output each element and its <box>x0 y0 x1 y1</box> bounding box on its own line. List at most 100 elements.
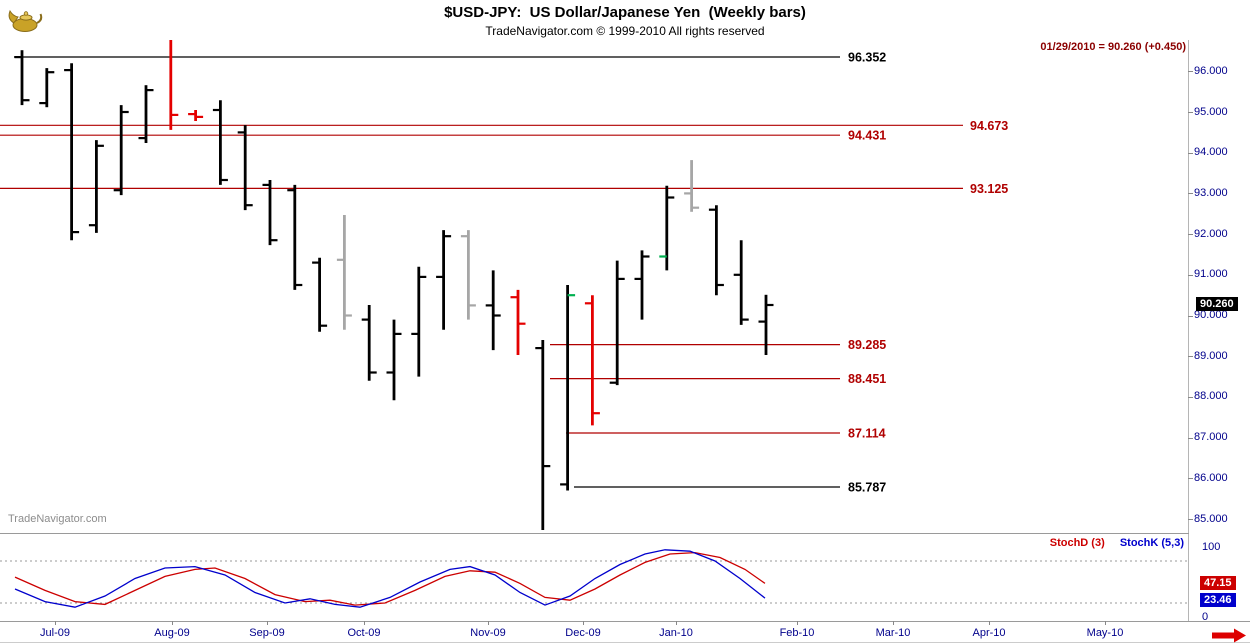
time-axis-label-Sep-09: Sep-09 <box>249 627 285 639</box>
price-bar <box>584 295 600 426</box>
price-axis-label: 88.000 <box>1194 390 1228 402</box>
price-axis-label: 94.000 <box>1194 146 1228 158</box>
price-axis-label: 91.000 <box>1194 268 1228 280</box>
price-bar <box>485 270 501 351</box>
price-bar <box>560 285 576 491</box>
stochastic-indicator-panel[interactable] <box>0 535 1188 621</box>
price-bar <box>634 250 650 320</box>
current-price-badge: 90.260 <box>1196 297 1238 311</box>
price-bar <box>535 340 551 530</box>
price-axis-label: 95.000 <box>1194 106 1228 118</box>
price-bar <box>88 140 104 233</box>
price-axis-tick <box>1188 193 1193 194</box>
price-axis-tick <box>1188 478 1193 479</box>
price-bar <box>659 185 675 271</box>
level-label-94.431: 94.431 <box>848 129 886 143</box>
price-axis-label: 90.000 <box>1194 309 1228 321</box>
time-axis-label-Feb-10: Feb-10 <box>779 627 815 639</box>
time-axis-tick <box>267 621 268 625</box>
price-bar <box>39 68 55 108</box>
price-bar <box>212 100 228 185</box>
price-axis-label: 89.000 <box>1194 350 1228 362</box>
price-bar <box>386 319 402 401</box>
scroll-right-arrow[interactable] <box>1212 628 1248 643</box>
time-axis-label-Aug-09: Aug-09 <box>154 627 190 639</box>
stochk-value-badge: 23.46 <box>1200 593 1236 607</box>
price-bar <box>64 63 80 241</box>
last-quote-readout: 01/29/2010 = 90.260 (+0.450) <box>1040 41 1186 53</box>
price-axis-tick <box>1188 153 1193 154</box>
price-bar <box>336 215 352 330</box>
time-axis-tick <box>488 621 489 625</box>
stoch-scale-bottom-label: 0 <box>1202 611 1209 623</box>
indicator-timeaxis-separator <box>0 621 1250 622</box>
stoch-line-stochk <box>14 549 766 608</box>
price-bar <box>188 110 204 121</box>
price-bar <box>436 230 452 330</box>
time-axis-label-Jan-10: Jan-10 <box>659 627 693 639</box>
time-axis-tick <box>989 621 990 625</box>
trade-navigator-logo <box>8 9 43 32</box>
price-bar <box>609 260 625 386</box>
time-axis-tick <box>797 621 798 625</box>
price-axis-tick <box>1188 71 1193 72</box>
time-axis-tick <box>583 621 584 625</box>
price-axis-label: 87.000 <box>1194 431 1228 443</box>
level-label-89.285: 89.285 <box>848 338 886 352</box>
price-bar <box>138 85 154 143</box>
price-bar <box>113 105 129 196</box>
level-label-94.673: 94.673 <box>970 119 1008 133</box>
time-axis-label-Apr-10: Apr-10 <box>972 627 1006 639</box>
price-axis-label: 93.000 <box>1194 187 1228 199</box>
price-axis-label: 92.000 <box>1194 228 1228 240</box>
time-axis-tick <box>676 621 677 625</box>
chart-subtitle: TradeNavigator.com © 1999-2010 All right… <box>485 24 765 38</box>
price-bar <box>169 40 179 130</box>
time-axis-label-Jul-09: Jul-09 <box>40 627 70 639</box>
time-axis-tick <box>364 621 365 625</box>
level-label-96.352: 96.352 <box>848 51 886 65</box>
stochd-legend-label: StochD (3) <box>1049 537 1105 549</box>
price-axis-label: 96.000 <box>1194 65 1228 77</box>
time-axis-tick <box>172 621 173 625</box>
level-label-93.125: 93.125 <box>970 182 1008 196</box>
price-axis-separator <box>1188 40 1189 622</box>
stochd-value-badge: 47.15 <box>1200 576 1236 590</box>
price-axis-label: 85.000 <box>1194 513 1228 525</box>
level-label-87.114: 87.114 <box>848 427 886 441</box>
price-bar <box>237 125 253 211</box>
price-bar <box>262 180 278 246</box>
stoch-scale-top-label: 100 <box>1202 541 1221 553</box>
level-label-88.451: 88.451 <box>848 372 886 386</box>
level-label-85.787: 85.787 <box>848 481 886 495</box>
time-axis-tick <box>1105 621 1106 625</box>
stochastic-legend: StochD (3) StochK (5,3) <box>1038 537 1184 549</box>
price-bar <box>758 294 774 355</box>
price-axis-tick <box>1188 112 1193 113</box>
chart-indicator-separator <box>0 533 1189 534</box>
price-bar <box>14 50 30 106</box>
price-bar <box>361 305 377 381</box>
price-axis-tick <box>1188 438 1193 439</box>
time-axis-tick <box>55 621 56 625</box>
price-bar <box>312 257 328 332</box>
price-axis-tick <box>1188 316 1193 317</box>
price-axis-tick <box>1188 519 1193 520</box>
time-axis-label-May-10: May-10 <box>1086 627 1124 639</box>
price-bar <box>708 205 724 296</box>
price-bar <box>510 289 526 355</box>
price-axis-tick <box>1188 397 1193 398</box>
price-bar <box>684 160 700 212</box>
price-bar <box>287 184 303 290</box>
price-bar <box>411 266 427 377</box>
chart-title: $USD-JPY: US Dollar/Japanese Yen (Weekly… <box>444 4 806 21</box>
main-price-chart[interactable]: 96.352 94.673 94.431 93.125 89.285 88.451 87.1… <box>0 40 1188 534</box>
time-axis-tick <box>893 621 894 625</box>
price-axis-tick <box>1188 234 1193 235</box>
price-axis-tick <box>1188 275 1193 276</box>
watermark-text: TradeNavigator.com <box>8 513 107 525</box>
price-axis-label: 86.000 <box>1194 472 1228 484</box>
time-axis-label-Dec-09: Dec-09 <box>565 627 601 639</box>
price-bar <box>460 230 476 320</box>
